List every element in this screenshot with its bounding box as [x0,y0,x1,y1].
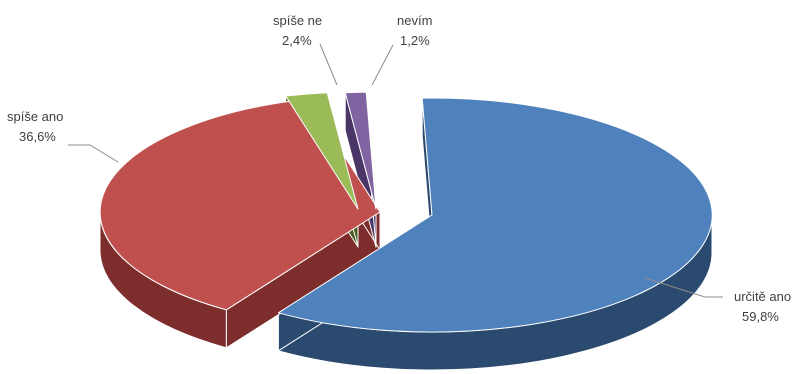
slice-name-spise-ano: spíše ano [7,109,63,124]
slice-nevim [344,91,377,210]
slice-name-urcite-ano: určitě ano [734,289,791,304]
slice-urcite-ano [277,97,713,333]
slice-spise-ano [99,98,381,311]
slice-value-spise-ano: 36,6% [19,129,56,144]
slice-name-spise-ne: spíše ne [273,13,322,28]
slice-spise-ne [285,92,359,210]
slice-value-urcite-ano: 59,8% [742,309,779,324]
leader-line-nevim [371,44,394,86]
slice-label-spise-ano: spíše ano 36,6% [7,109,119,163]
slice-label-nevim: nevím 1,2% [371,13,432,86]
leader-line-spise-ne [319,43,338,86]
slice-label-urcite-ano: určitě ano 59,8% [644,277,791,324]
leader-line-urcite-ano [644,277,723,298]
slice-name-nevim: nevím [397,13,432,28]
slice-label-spise-ne: spíše ne 2,4% [273,13,338,86]
leader-line-spise-ano [68,144,119,163]
slice-value-spise-ne: 2,4% [282,33,312,48]
slice-value-nevim: 1,2% [400,33,430,48]
pie-top-layer [99,91,713,333]
